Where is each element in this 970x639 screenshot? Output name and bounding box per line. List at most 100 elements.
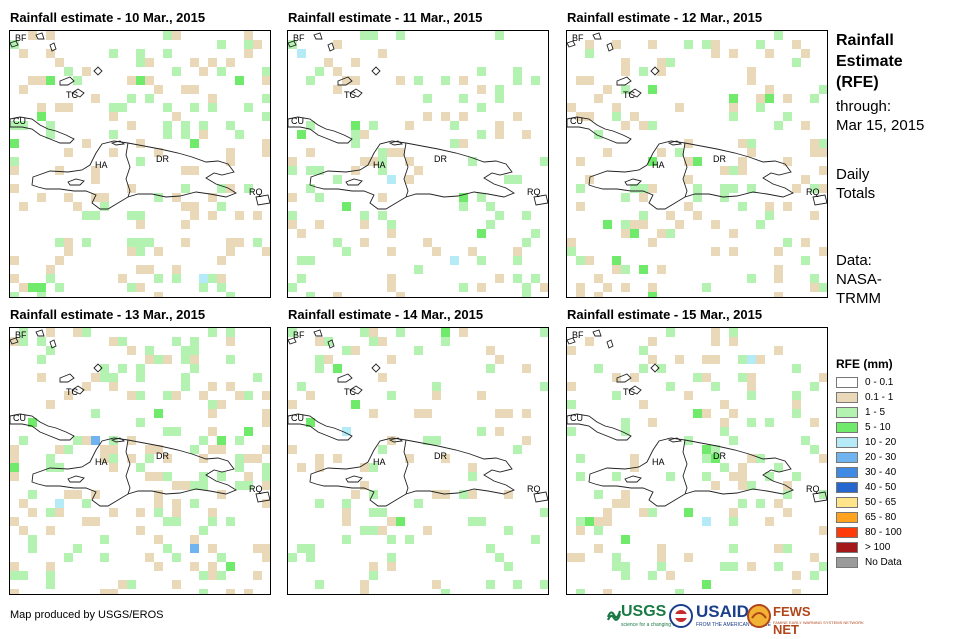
rainfall-cell xyxy=(46,346,55,355)
rainfall-cell xyxy=(801,436,810,445)
rainfall-grid xyxy=(567,328,827,594)
rainfall-cell xyxy=(585,76,594,85)
rainfall-cell xyxy=(235,436,244,445)
rainfall-cell xyxy=(495,553,504,562)
rainfall-cell xyxy=(639,508,648,517)
rainfall-cell xyxy=(154,85,163,94)
rainfall-cell xyxy=(288,211,297,220)
rainfall-cell xyxy=(136,58,145,67)
side-daily: Daily xyxy=(836,166,870,183)
rainfall-cell xyxy=(711,355,720,364)
rainfall-cell xyxy=(46,508,55,517)
rainfall-cell xyxy=(756,499,765,508)
rainfall-cell xyxy=(342,499,351,508)
rainfall-cell xyxy=(414,265,423,274)
rainfall-cell xyxy=(423,238,432,247)
legend-label: 10 - 20 xyxy=(865,437,897,448)
rainfall-cell xyxy=(262,472,270,481)
rainfall-cell xyxy=(163,103,172,112)
rainfall-cell xyxy=(630,184,639,193)
rainfall-cell xyxy=(774,31,783,40)
rainfall-cell xyxy=(109,130,118,139)
rainfall-cell xyxy=(639,193,648,202)
rainfall-cell xyxy=(576,202,585,211)
rainfall-cell xyxy=(118,103,127,112)
rainfall-cell xyxy=(360,328,369,337)
rainfall-cell xyxy=(612,472,621,481)
rainfall-cell xyxy=(765,202,774,211)
rainfall-cell xyxy=(342,535,351,544)
rainfall-cell xyxy=(333,364,342,373)
rainfall-cell xyxy=(729,544,738,553)
rainfall-cell xyxy=(217,67,226,76)
rainfall-cell xyxy=(154,445,163,454)
rainfall-cell xyxy=(208,400,217,409)
rainfall-cell xyxy=(109,49,118,58)
rainfall-cell xyxy=(154,193,163,202)
rainfall-cell xyxy=(378,445,387,454)
rainfall-cell xyxy=(396,517,405,526)
rainfall-cell xyxy=(459,76,468,85)
rainfall-cell xyxy=(342,247,351,256)
rainfall-cell xyxy=(136,391,145,400)
map-label-dr: DR xyxy=(434,154,447,164)
rainfall-cell xyxy=(64,445,73,454)
rainfall-cell xyxy=(720,166,729,175)
island-coastline xyxy=(349,88,363,98)
rainfall-cell xyxy=(46,562,55,571)
rainfall-cell xyxy=(684,175,693,184)
rainfall-cell xyxy=(19,328,28,337)
rainfall-cell xyxy=(387,517,396,526)
rainfall-cell xyxy=(630,220,639,229)
rainfall-cell xyxy=(450,121,459,130)
rainfall-cell xyxy=(199,436,208,445)
rainfall-cell xyxy=(756,355,765,364)
island-coastline xyxy=(71,88,85,98)
rainfall-cell xyxy=(262,67,270,76)
rainfall-grid xyxy=(10,328,270,594)
rainfall-cell xyxy=(567,427,576,436)
rainfall-cell xyxy=(315,463,324,472)
rainfall-cell xyxy=(621,535,630,544)
rainfall-cell xyxy=(621,571,630,580)
rainfall-cell xyxy=(55,103,64,112)
rainfall-cell xyxy=(765,211,774,220)
rainfall-cell xyxy=(127,94,136,103)
rainfall-cell xyxy=(82,499,91,508)
island-coastline xyxy=(110,140,126,146)
rainfall-cell xyxy=(783,481,792,490)
rainfall-cell xyxy=(360,220,369,229)
rainfall-cell xyxy=(414,409,423,418)
rainfall-cell xyxy=(172,31,181,40)
rainfall-cell xyxy=(172,517,181,526)
rainfall-cell xyxy=(729,103,738,112)
rainfall-cell xyxy=(486,220,495,229)
rainfall-cell xyxy=(172,481,181,490)
rainfall-cell xyxy=(181,121,190,130)
rainfall-cell xyxy=(28,76,37,85)
rainfall-cell xyxy=(154,292,163,297)
rainfall-cell xyxy=(55,166,64,175)
rainfall-cell xyxy=(235,463,244,472)
rainfall-cell xyxy=(82,382,91,391)
rainfall-cell xyxy=(531,274,540,283)
rainfall-cell xyxy=(91,193,100,202)
rainfall-cell xyxy=(82,328,91,337)
rainfall-cell xyxy=(351,139,360,148)
rainfall-cell xyxy=(720,562,729,571)
map-label-bf: BF xyxy=(15,330,27,340)
legend-label: 0.1 - 1 xyxy=(865,392,894,403)
rainfall-cell xyxy=(459,193,468,202)
rainfall-cell xyxy=(46,274,55,283)
rainfall-cell xyxy=(477,85,486,94)
rainfall-cell xyxy=(28,418,37,427)
rainfall-cell xyxy=(91,409,100,418)
rainfall-cell xyxy=(648,184,657,193)
rainfall-cell xyxy=(576,283,585,292)
rainfall-cell xyxy=(513,67,522,76)
rainfall-cell xyxy=(333,67,342,76)
rainfall-cell xyxy=(19,337,28,346)
rainfall-cell xyxy=(10,571,19,580)
rainfall-cell xyxy=(315,499,324,508)
rainfall-cell xyxy=(217,445,226,454)
